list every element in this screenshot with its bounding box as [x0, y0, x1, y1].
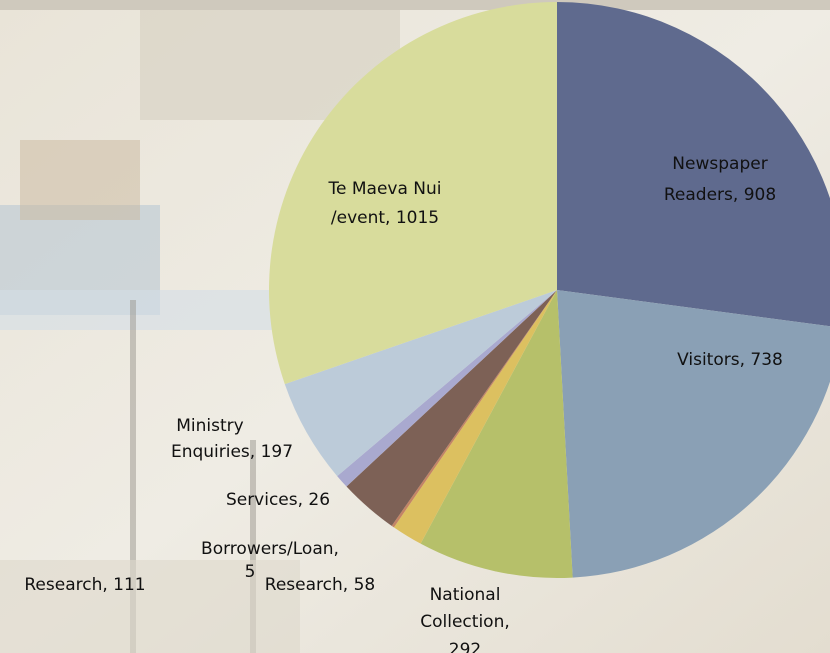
data-label: Research, 58 [265, 575, 375, 595]
data-label: Visitors, 738 [677, 350, 783, 370]
data-label: Research, 111 [24, 575, 145, 595]
pie [269, 2, 830, 578]
data-label: Services, 26 [226, 490, 330, 510]
chart: NewspaperReaders, 908Visitors, 738Nation… [0, 0, 830, 653]
page: {"chart_data": {"type": "pie", "values":… [0, 0, 830, 653]
